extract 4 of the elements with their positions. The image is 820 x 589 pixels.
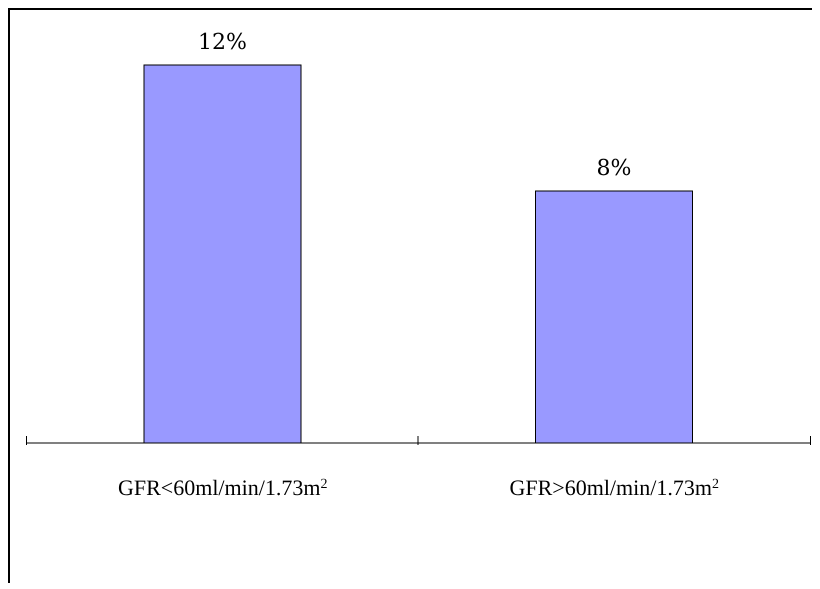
data-label: 8% [596,156,632,181]
x-tick-label: GFR<60ml/min/1.73m$^{2}$ [118,475,328,500]
x-tick-label: GFR>60ml/min/1.73m$^{2}$ [510,475,719,500]
data-label: 12% [198,30,247,55]
